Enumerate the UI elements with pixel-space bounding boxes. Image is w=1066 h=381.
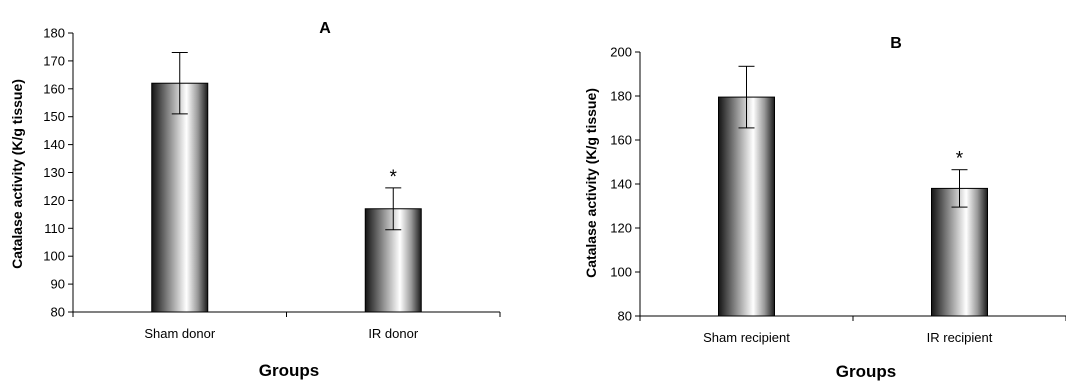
chart-a-bar xyxy=(151,82,209,313)
chart-a-category-label: IR donor xyxy=(368,326,419,341)
chart-b-category-label: IR recipient xyxy=(927,330,993,345)
chart-b-x-axis-title: Groups xyxy=(836,362,896,381)
chart-b-y-tick-label: 200 xyxy=(610,45,632,60)
chart-b-bar xyxy=(931,187,988,317)
chart-a-y-tick-label: 140 xyxy=(43,137,65,152)
chart-b-significance-marker: * xyxy=(956,149,964,170)
chart-a-y-tick-label: 80 xyxy=(51,305,65,320)
chart-b: B Catalase activity (K/g tissue) Groups … xyxy=(583,35,1066,381)
chart-b-y-tick-label: 120 xyxy=(610,221,632,236)
chart-a-significance-marker: * xyxy=(390,167,398,188)
chart-b-y-tick-label: 80 xyxy=(618,309,632,324)
chart-b-bar xyxy=(718,96,775,317)
chart-b-title: B xyxy=(890,35,902,52)
chart-a-y-tick-label: 150 xyxy=(43,109,65,124)
chart-a-category-label: Sham donor xyxy=(144,326,215,341)
chart-b-y-tick-label: 160 xyxy=(610,133,632,148)
chart-b-category-label: Sham recipient xyxy=(703,330,790,345)
chart-a-y-tick-label: 90 xyxy=(51,277,65,292)
chart-a-x-axis-title: Groups xyxy=(259,361,319,380)
chart-b-y-axis-title: Catalase activity (K/g tissue) xyxy=(583,88,599,278)
chart-a-y-tick-label: 170 xyxy=(43,53,65,68)
chart-b-y-tick-label: 100 xyxy=(610,265,632,280)
chart-b-y-tick-label: 140 xyxy=(610,177,632,192)
chart-a: A Catalase activity (K/g tissue) Groups … xyxy=(9,20,501,380)
chart-a-y-axis-title: Catalase activity (K/g tissue) xyxy=(9,79,25,269)
chart-b-y-tick-label: 180 xyxy=(610,89,632,104)
chart-a-y-tick-label: 130 xyxy=(43,165,65,180)
chart-a-y-tick-label: 160 xyxy=(43,81,65,96)
chart-a-y-tick-label: 100 xyxy=(43,249,65,264)
chart-a-y-tick-label: 110 xyxy=(44,221,65,236)
chart-a-title: A xyxy=(319,20,331,37)
chart-a-y-tick-label: 180 xyxy=(43,26,65,41)
chart-a-y-tick-label: 120 xyxy=(43,193,65,208)
